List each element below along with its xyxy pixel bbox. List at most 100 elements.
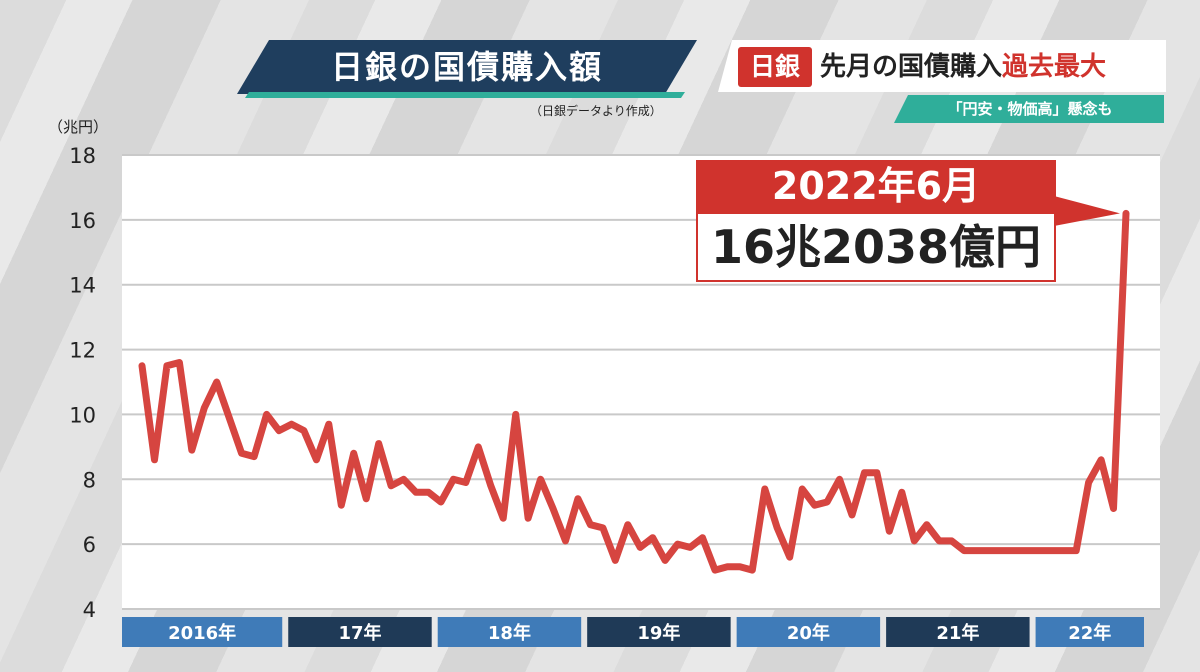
data-point-0	[141, 365, 143, 367]
callout-pointer	[1054, 196, 1120, 226]
data-point-11	[278, 430, 280, 432]
data-point-40	[639, 546, 641, 548]
data-point-74	[1063, 550, 1065, 552]
data-point-26	[465, 482, 467, 484]
y-tick-10: 10	[69, 403, 96, 427]
data-point-78	[1113, 507, 1115, 509]
data-point-20	[390, 485, 392, 487]
news-subheadline-box	[894, 95, 1164, 123]
data-point-3	[178, 362, 180, 364]
data-point-38	[614, 559, 616, 561]
data-point-2	[166, 365, 168, 367]
data-point-36	[589, 524, 591, 526]
x-axis-band-3	[587, 617, 731, 647]
news-tag: 日銀	[738, 47, 812, 87]
data-point-7	[228, 417, 230, 419]
news-subheadline: 「円安・物価高」懸念も	[947, 100, 1113, 118]
data-point-18	[365, 498, 367, 500]
data-point-35	[577, 498, 579, 500]
news-headline-prefix: 先月の国債購入	[820, 52, 1003, 82]
data-point-13	[303, 430, 305, 432]
data-point-59	[876, 472, 878, 474]
x-tick-1: 17年	[338, 622, 381, 644]
data-point-17	[353, 452, 355, 454]
data-point-21	[403, 478, 405, 480]
data-point-44	[689, 546, 691, 548]
data-point-24	[440, 501, 442, 503]
data-point-30	[515, 413, 517, 415]
data-point-8	[241, 452, 243, 454]
title-banner: 日銀の国債購入額	[237, 40, 697, 98]
data-point-56	[839, 478, 841, 480]
data-point-28	[490, 485, 492, 487]
callout-amount-box	[696, 212, 1056, 282]
y-tick-12: 12	[69, 339, 96, 363]
y-tick-4: 4	[83, 598, 96, 622]
data-point-47	[726, 566, 728, 568]
data-point-27	[477, 446, 479, 448]
callout-amount: 16兆2038億円	[710, 220, 1042, 274]
data-point-34	[564, 540, 566, 542]
data-point-69	[1000, 550, 1002, 552]
y-tick-16: 16	[69, 209, 96, 233]
x-axis-band-5	[886, 617, 1030, 647]
x-axis-band-1	[288, 617, 432, 647]
x-tick-0: 2016年	[168, 622, 236, 644]
y-tick-14: 14	[69, 274, 96, 298]
y-tick-8: 8	[83, 468, 96, 492]
title-banner-accent	[245, 92, 685, 98]
callout-date-box	[696, 160, 1056, 212]
title-banner-background	[237, 40, 697, 94]
data-point-43	[677, 543, 679, 545]
chart-title: 日銀の国債購入額	[330, 48, 603, 86]
data-point-5	[203, 407, 205, 409]
data-point-77	[1100, 459, 1102, 461]
data-point-4	[191, 449, 193, 451]
data-point-9	[253, 456, 255, 458]
data-point-15	[328, 423, 330, 425]
data-point-51	[776, 527, 778, 529]
news-headline: 先月の国債購入過去最大	[820, 46, 1106, 88]
data-point-58	[863, 472, 865, 474]
data-point-53	[801, 488, 803, 490]
source-note: （日銀データより作成）	[530, 104, 662, 118]
data-point-10	[266, 413, 268, 415]
data-point-48	[739, 566, 741, 568]
y-axis-unit-label: （兆円）	[48, 118, 109, 136]
x-tick-3: 19年	[637, 622, 680, 644]
data-point-23	[427, 491, 429, 493]
data-point-67	[976, 550, 978, 552]
data-point-55	[826, 501, 828, 503]
data-point-32	[540, 478, 542, 480]
data-point-16	[340, 504, 342, 506]
data-point-49	[751, 569, 753, 571]
data-point-46	[714, 569, 716, 571]
data-point-14	[315, 459, 317, 461]
series-line	[138, 209, 1130, 574]
data-point-64	[938, 540, 940, 542]
y-tick-6: 6	[83, 533, 96, 557]
data-point-6	[216, 381, 218, 383]
data-point-75	[1075, 550, 1077, 552]
data-point-22	[415, 491, 417, 493]
x-tick-5: 21年	[936, 622, 979, 644]
data-point-73	[1050, 550, 1052, 552]
data-point-66	[963, 550, 965, 552]
data-point-19	[378, 443, 380, 445]
data-point-45	[702, 537, 704, 539]
x-axis-band-6	[1035, 617, 1144, 647]
data-point-12	[290, 423, 292, 425]
x-tick-2: 18年	[488, 622, 531, 644]
y-tick-18: 18	[69, 144, 96, 168]
data-point-31	[527, 517, 529, 519]
data-point-50	[764, 488, 766, 490]
data-point-72	[1038, 550, 1040, 552]
data-point-33	[552, 507, 554, 509]
data-point-63	[926, 524, 928, 526]
x-axis-band-0	[122, 617, 283, 647]
x-tick-6: 22年	[1068, 622, 1111, 644]
data-point-42	[664, 559, 666, 561]
data-point-54	[814, 504, 816, 506]
data-point-62	[913, 540, 915, 542]
